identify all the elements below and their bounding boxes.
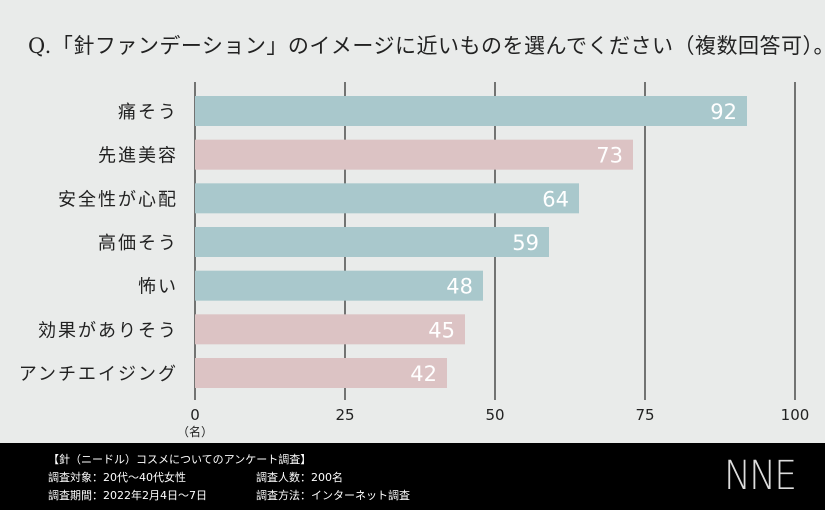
x-axis-label: （名）	[177, 424, 213, 439]
survey-period: 調査期間：2022年2月4日～7日	[48, 487, 207, 503]
category-label: アンチエイジング	[19, 364, 178, 385]
bar	[195, 358, 447, 388]
x-tick-label: 100	[781, 406, 810, 424]
category-label: 先進美容	[98, 146, 178, 167]
value-label: 45	[428, 318, 455, 342]
brand-logo: NNE	[724, 453, 795, 499]
value-label: 48	[446, 275, 473, 299]
bar	[195, 96, 747, 126]
bar-chart: 0 25 50 75 100 （名） 痛そう 92 先進美容 73 安全性が心配 64 高価そう 59 怖い…	[0, 0, 825, 443]
footer-heading: 【針（ニードル）コスメについてのアンケート調査】	[48, 451, 311, 467]
x-tick-label: 50	[485, 406, 504, 424]
category-label: 安全性が心配	[58, 189, 178, 210]
category-label: 効果がありそう	[38, 320, 178, 341]
value-label: 73	[596, 144, 623, 168]
bar	[195, 314, 465, 344]
x-tick-label: 25	[335, 406, 354, 424]
bar	[195, 140, 633, 170]
category-label: 怖い	[138, 277, 178, 298]
survey-count: 調査人数：200名	[256, 469, 343, 485]
survey-target: 調査対象：20代～40代女性	[48, 469, 186, 485]
survey-method: 調査方法：インターネット調査	[256, 487, 410, 503]
bar	[195, 183, 579, 213]
bar	[195, 227, 549, 257]
value-label: 42	[410, 362, 437, 386]
x-tick-label: 0	[190, 406, 200, 424]
category-label: 痛そう	[118, 102, 178, 123]
bar	[195, 271, 483, 301]
category-label: 高価そう	[98, 233, 178, 254]
value-label: 92	[710, 100, 737, 124]
value-label: 64	[542, 187, 569, 211]
survey-footer: 【針（ニードル）コスメについてのアンケート調査】 調査対象：20代～40代女性 …	[0, 443, 825, 510]
x-tick-label: 75	[635, 406, 654, 424]
value-label: 59	[512, 231, 539, 255]
